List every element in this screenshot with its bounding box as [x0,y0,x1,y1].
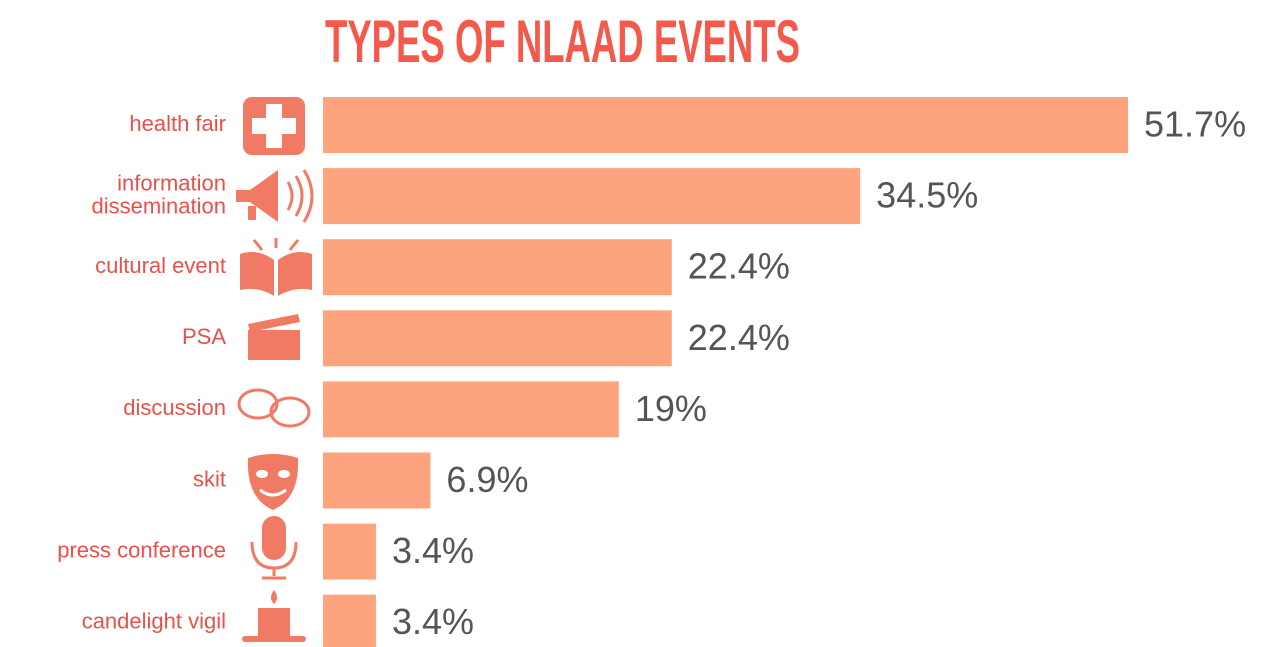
bar [323,239,672,296]
bar [323,310,672,367]
chart-title: TYPES OF NLAAD EVENTS [325,8,800,75]
category-label: candelight vigil [82,609,226,634]
value-label: 19% [635,388,707,429]
category-label: press conference [57,537,226,562]
bar [323,523,376,580]
bar [323,594,376,647]
bar [323,381,619,438]
category-label: discussion [123,395,226,420]
category-label: cultural event [95,253,226,278]
icons [236,97,314,642]
category-label: health fair [129,111,226,136]
bar [323,168,861,225]
value-label: 3.4% [392,530,474,571]
value-label: 22.4% [688,317,790,358]
category-label: information dissemination [91,170,226,218]
category-label: skit [193,466,226,491]
value-label: 3.4% [392,601,474,642]
value-label: 6.9% [446,459,528,500]
value-label: 34.5% [876,175,978,216]
value-label: 51.7% [1144,104,1246,145]
bar [323,452,431,509]
value-label: 22.4% [688,246,790,287]
category-label: PSA [182,324,226,349]
bar [323,97,1128,153]
